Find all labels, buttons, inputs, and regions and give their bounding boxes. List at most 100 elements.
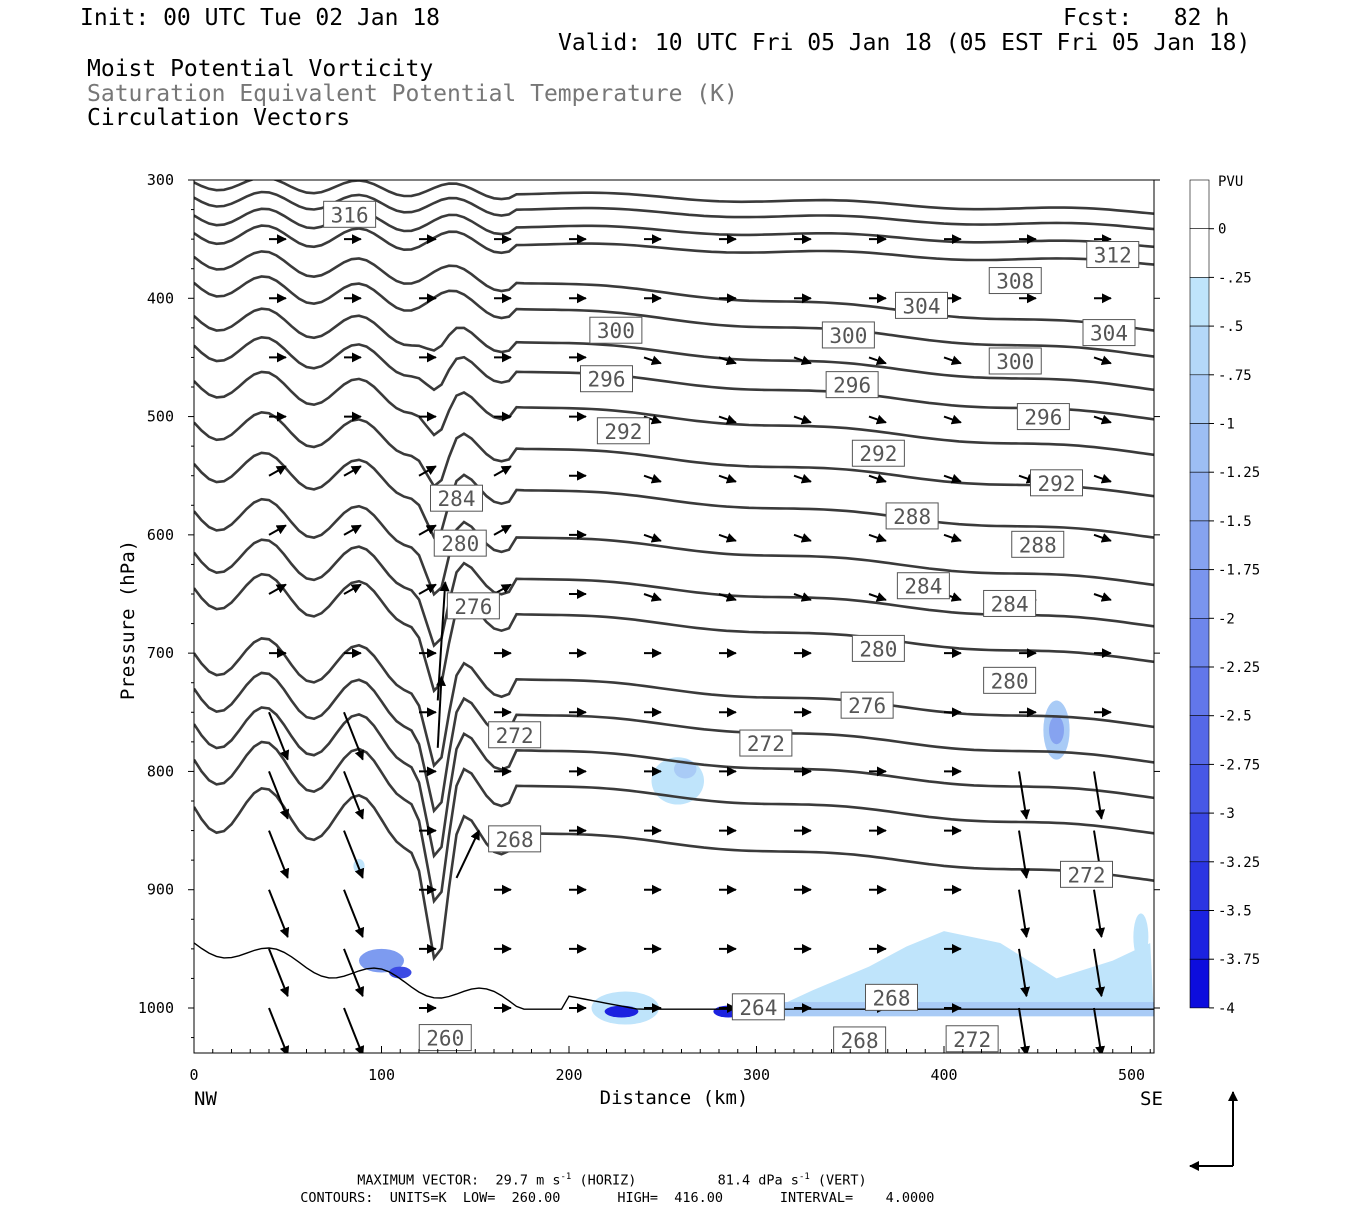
contour-label: 284 [991,592,1029,616]
contour-label: 304 [903,294,941,318]
contour-label: 280 [991,669,1029,693]
contour-label: 272 [747,732,785,756]
circulation-vector [268,1007,290,1053]
y-axis-label: Pressure (hPa) [117,540,139,700]
circulation-vector [1093,948,1106,998]
contour-label: 292 [859,442,897,466]
circulation-vector [868,592,887,602]
contour-label-box [589,316,643,344]
circulation-vector [793,355,812,366]
contour-label: 292 [1038,472,1076,496]
contour-label-box [1082,319,1136,347]
contour-label-box [430,484,483,512]
field-title-mpv: Moist Potential Vorticity [87,56,434,82]
colorbar-cell [1189,666,1210,717]
circulation-vector [1093,592,1112,602]
circulation-vector [793,414,812,425]
circulation-vector [1093,473,1112,484]
colorbar-cell [1189,764,1210,814]
colorbar-label: -1.5 [1218,514,1252,530]
colorbar-label: 0 [1218,222,1226,238]
circulation-vector [1018,1007,1031,1053]
circulation-vector [268,524,287,536]
circulation-vector [1018,889,1031,939]
contour-label-box [865,983,918,1011]
contour-label: 300 [996,350,1034,374]
contour-label-box [988,267,1042,295]
circulation-vector [643,355,662,366]
contour-label: 312 [1094,244,1132,268]
colorbar-label: -2.5 [1218,709,1252,725]
x-tick-label: 400 [930,1066,957,1084]
contour-label-box [825,371,879,399]
colorbar-cell [1189,179,1210,230]
colorbar-cell [1189,958,1210,1009]
contour-label: 288 [893,505,931,529]
contour-label: 304 [1090,322,1128,346]
circulation-vector [868,414,887,425]
contour-label: 284 [438,487,476,511]
circulation-vector [343,583,362,595]
x-axis-label: Distance (km) [600,1087,749,1109]
contour-label-box [896,572,950,600]
theta-es-contour [194,572,1154,694]
colorbar-label: -.25 [1218,270,1252,286]
theta-es-contour [194,307,1154,392]
contours-line: CONTOURS: UNITS=K LOW= 260.00 HIGH= 416.… [300,1189,935,1206]
y-tick-label: 1000 [138,999,174,1017]
theta-es-contour [194,224,1154,266]
colorbar-label: -2 [1218,611,1235,627]
mpv-blob [1049,715,1064,745]
circulation-vector [1018,830,1031,879]
circulation-vector [943,355,962,366]
circulation-vector [943,414,962,425]
colorbar-label: -4 [1218,1001,1235,1017]
contour-label-box [983,589,1037,617]
contour-label: 268 [841,1029,879,1053]
circulation-vector [1093,889,1106,939]
theta-es-contour [194,190,1154,231]
theta-es-contour [194,180,1154,215]
contour-label-box [945,1025,999,1053]
theta-es-contour [194,671,1154,814]
colorbar-label: -1.25 [1218,465,1260,481]
circulation-vector [718,473,737,484]
theta-es-contour [194,740,1154,905]
colorbar-cell [1189,423,1210,473]
circulation-vector [343,524,362,536]
contour-label-box [851,634,905,662]
circulation-vector [343,465,362,477]
circulation-vector [793,533,812,543]
forecast-hour: Fcst: 82 h [1063,5,1230,31]
circulation-vector [943,533,962,543]
theta-es-contour [194,250,1154,332]
contour-label-box [851,439,905,467]
contour-label: 300 [597,319,635,343]
contour-label-box [418,1024,472,1052]
circulation-vector [868,355,887,366]
contour-label: 272 [1068,863,1106,887]
colorbar-label: -.5 [1218,319,1243,335]
theta-es-contour [194,370,1154,457]
colorbar-label: -2.25 [1218,660,1260,676]
contour-label-box [885,502,939,530]
colorbar-label: -3.5 [1218,904,1252,920]
colorbar-cell [1189,520,1210,570]
contour-label-box [821,321,875,349]
circulation-vector [493,465,512,477]
contour-label: 268 [496,828,534,852]
circulation-vector [268,583,287,595]
pv-colorbar: 0 -.25 -.5 -.75 -1 -1.25 -1.5 -1.75 -2 -2.25 -2.5 -… [1189,179,1260,1017]
y-tick-label: 700 [147,644,174,662]
colorbar-cell [1189,715,1210,765]
circulation-vector [1093,414,1112,425]
theta-es-contour [194,410,1154,498]
circulation-vector [643,473,662,484]
contour-label-box [840,691,894,719]
circulation-vector [1093,355,1112,366]
contour-label-box [446,592,500,620]
y-tick-label: 400 [147,289,174,307]
x-right-end-label: SE [1140,1088,1163,1110]
circulation-vector [868,473,887,484]
